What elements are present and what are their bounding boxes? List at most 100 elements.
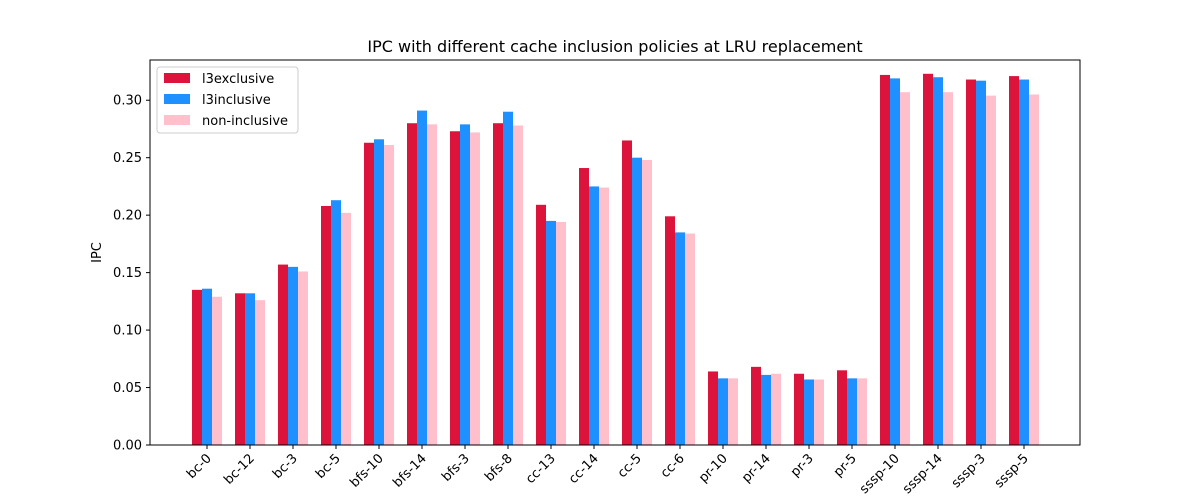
- bar-non-inclusive-bc-0: [212, 296, 222, 445]
- x-tick-label: pr-10: [696, 451, 731, 486]
- bar-l3exclusive-bc-5: [321, 205, 331, 445]
- y-tick-label: 0.20: [113, 209, 142, 224]
- x-tick-label: pr-5: [831, 451, 860, 480]
- bar-l3exclusive-pr-5: [837, 370, 847, 445]
- bar-non-inclusive-sssp-14: [943, 92, 953, 446]
- y-tick-label: 0.30: [113, 94, 142, 109]
- x-tick-label: pr-3: [788, 451, 817, 480]
- bar-non-inclusive-cc-13: [556, 222, 566, 445]
- bar-l3exclusive-pr-10: [708, 371, 718, 445]
- x-tick-label: cc-5: [615, 451, 645, 481]
- bar-l3exclusive-bfs-3: [450, 131, 460, 445]
- bar-l3exclusive-cc-13: [536, 204, 546, 445]
- bar-l3exclusive-cc-5: [622, 140, 632, 445]
- bar-l3inclusive-bfs-14: [417, 110, 427, 445]
- y-tick-label: 0.00: [113, 439, 142, 454]
- bar-non-inclusive-bc-3: [298, 271, 308, 445]
- bars-group: [192, 73, 1039, 446]
- bar-l3inclusive-bc-5: [331, 200, 341, 445]
- bar-l3exclusive-sssp-3: [966, 79, 976, 445]
- bar-non-inclusive-bfs-10: [384, 145, 394, 446]
- bar-non-inclusive-sssp-3: [986, 95, 996, 445]
- legend-label-non-inclusive: non-inclusive: [202, 114, 288, 129]
- x-tick-label: bc-0: [184, 451, 215, 482]
- y-tick-label: 0.25: [113, 151, 142, 166]
- legend-swatch-l3exclusive: [164, 73, 190, 83]
- x-tick-label: bfs-8: [482, 451, 516, 485]
- y-tick-label: 0.05: [113, 381, 142, 396]
- x-tick-label: cc-13: [523, 451, 559, 487]
- bar-l3exclusive-cc-14: [579, 168, 589, 445]
- x-tick-label: sssp-14: [900, 451, 946, 497]
- bar-l3inclusive-bc-0: [202, 288, 212, 445]
- legend-swatch-l3inclusive: [164, 94, 190, 104]
- x-axis: bc-0 bc-12 bc-3 bc-5 bfs-10 bfs-14 bfs-3 bfs-8 c…: [184, 445, 1032, 497]
- bar-l3inclusive-pr-5: [847, 378, 857, 445]
- bar-l3exclusive-bc-3: [278, 264, 288, 445]
- bar-l3exclusive-pr-3: [794, 373, 804, 445]
- bar-l3exclusive-bfs-14: [407, 123, 417, 446]
- bar-non-inclusive-bfs-8: [513, 125, 523, 445]
- y-axis: 0.00 0.05 0.10 0.15 0.20 0.25 0.30: [113, 94, 150, 454]
- y-tick-label: 0.15: [113, 266, 142, 281]
- y-axis-label: IPC: [90, 242, 105, 263]
- bar-non-inclusive-sssp-5: [1029, 94, 1039, 445]
- bar-l3inclusive-bc-3: [288, 266, 298, 445]
- bar-l3exclusive-bfs-8: [493, 123, 503, 446]
- bar-l3exclusive-sssp-5: [1009, 76, 1019, 445]
- chart-title: IPC with different cache inclusion polic…: [367, 37, 862, 56]
- bar-l3inclusive-bc-12: [245, 293, 255, 445]
- bar-l3inclusive-cc-13: [546, 220, 556, 445]
- bar-non-inclusive-bfs-3: [470, 132, 480, 445]
- legend-swatch-non-inclusive: [164, 115, 190, 125]
- bar-l3exclusive-bc-0: [192, 289, 202, 445]
- bar-l3inclusive-cc-14: [589, 186, 599, 446]
- bar-l3inclusive-sssp-3: [976, 80, 986, 445]
- bar-non-inclusive-cc-6: [685, 233, 695, 445]
- bar-l3exclusive-sssp-10: [880, 74, 890, 445]
- x-tick-label: pr-14: [739, 451, 774, 486]
- x-tick-label: bfs-14: [390, 451, 429, 490]
- legend-label-l3exclusive: l3exclusive: [202, 72, 274, 87]
- bar-non-inclusive-bc-5: [341, 212, 351, 445]
- bar-non-inclusive-pr-3: [814, 379, 824, 445]
- bar-l3inclusive-pr-3: [804, 379, 814, 445]
- bar-l3exclusive-pr-14: [751, 366, 761, 445]
- bar-l3inclusive-bfs-8: [503, 111, 513, 445]
- bar-non-inclusive-sssp-10: [900, 92, 910, 446]
- x-tick-label: cc-6: [658, 451, 688, 481]
- bar-l3exclusive-sssp-14: [923, 73, 933, 445]
- bar-l3inclusive-bfs-3: [460, 124, 470, 446]
- x-tick-label: bc-3: [270, 451, 301, 482]
- bar-l3exclusive-cc-6: [665, 216, 675, 445]
- x-tick-label: sssp-10: [857, 451, 903, 497]
- legend-label-l3inclusive: l3inclusive: [202, 93, 271, 108]
- bar-l3inclusive-sssp-14: [933, 77, 943, 446]
- bar-non-inclusive-bc-12: [255, 300, 265, 445]
- legend-box: [156, 66, 299, 134]
- x-tick-label: bc-12: [221, 451, 258, 488]
- bar-l3inclusive-cc-6: [675, 232, 685, 445]
- bar-l3inclusive-cc-5: [632, 157, 642, 445]
- y-tick-label: 0.10: [113, 324, 142, 339]
- bar-l3inclusive-bfs-10: [374, 139, 384, 446]
- bar-non-inclusive-bfs-14: [427, 124, 437, 446]
- bar-l3inclusive-pr-10: [718, 378, 728, 445]
- legend: l3exclusive l3inclusive non-inclusive: [156, 66, 299, 134]
- bar-non-inclusive-pr-5: [857, 378, 867, 445]
- x-tick-label: sssp-3: [949, 451, 989, 491]
- x-tick-label: bfs-3: [439, 451, 473, 485]
- bar-l3exclusive-bfs-10: [364, 142, 374, 445]
- x-tick-label: cc-14: [566, 451, 602, 487]
- bar-non-inclusive-cc-5: [642, 159, 652, 446]
- x-tick-label: bfs-10: [347, 451, 386, 490]
- bar-non-inclusive-pr-10: [728, 378, 738, 445]
- bar-non-inclusive-cc-14: [599, 187, 609, 445]
- bar-l3inclusive-pr-14: [761, 374, 771, 445]
- bar-l3inclusive-sssp-5: [1019, 79, 1029, 445]
- bar-non-inclusive-pr-14: [771, 373, 781, 445]
- x-tick-label: sssp-5: [992, 451, 1032, 491]
- bar-l3inclusive-sssp-10: [890, 78, 900, 445]
- x-tick-label: bc-5: [313, 451, 344, 482]
